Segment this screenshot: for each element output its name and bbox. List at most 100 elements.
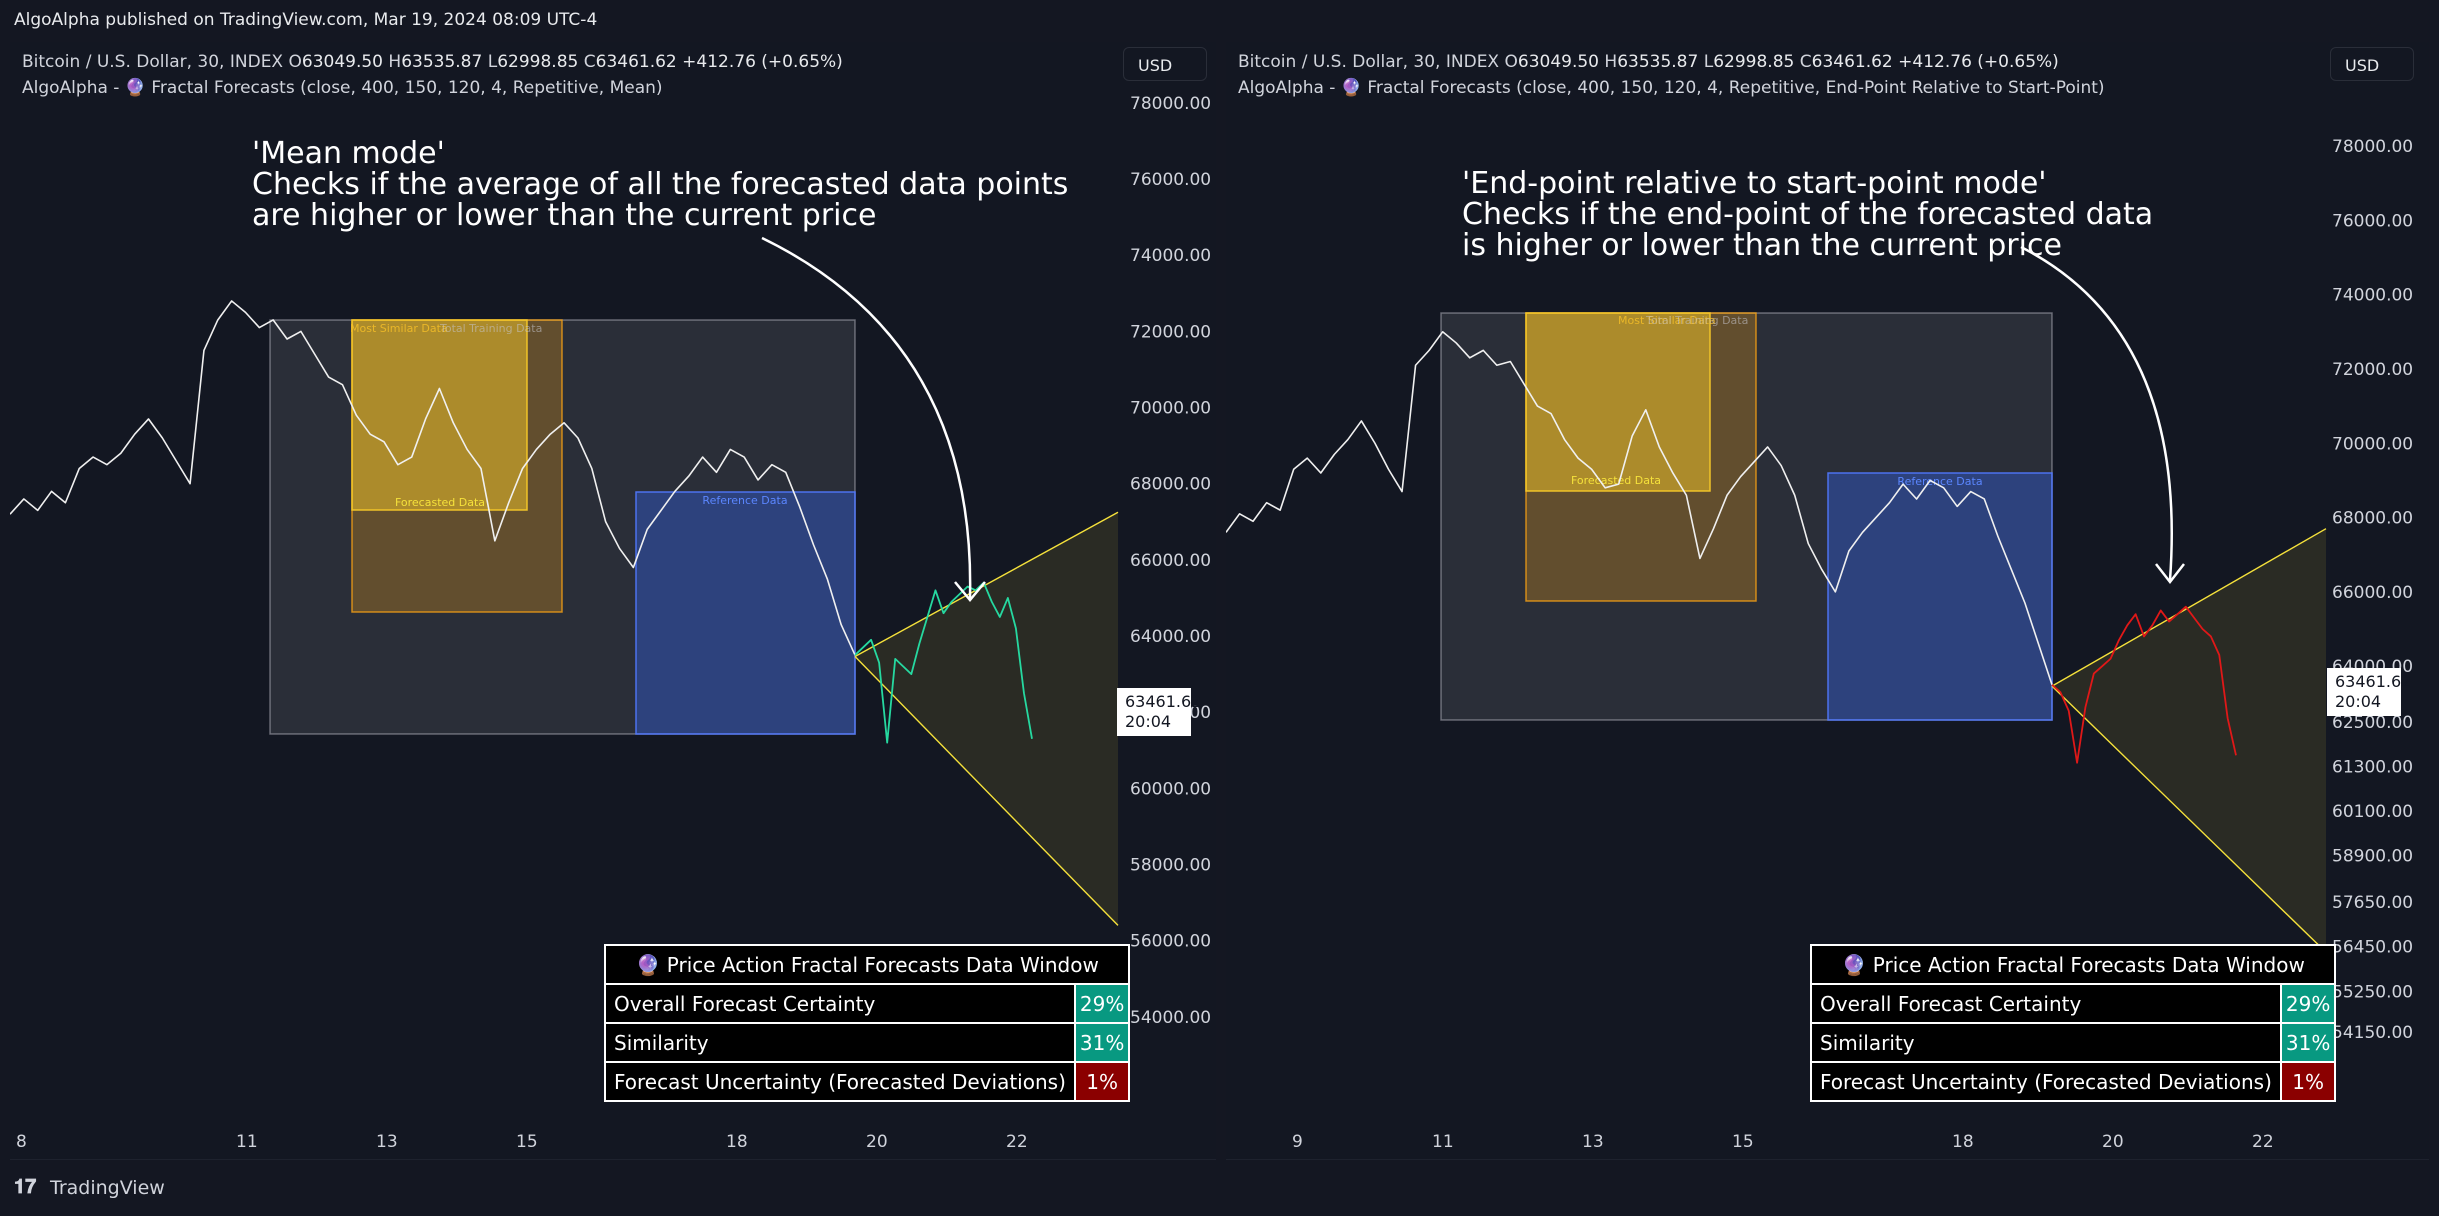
table-row: Forecast Uncertainty (Forecasted Deviati… <box>604 1061 1131 1102</box>
chart-panel-left[interactable]: Most Similar Data Total Training Data Fore… <box>10 42 1216 1160</box>
annotation-arrow <box>2020 245 2174 581</box>
symbol-name: Bitcoin / U.S. Dollar, 30, INDEX <box>1238 52 1500 72</box>
table-row: Overall Forecast Certainty 29% <box>1810 983 2337 1024</box>
annotation-line: 'Mean mode' <box>252 136 445 171</box>
close-label: C <box>583 52 596 72</box>
last-price-label: 63461.62 20:04 <box>2327 668 2411 716</box>
indicator-legend[interactable]: AlgoAlpha - 🔮 Fractal Forecasts (close, … <box>22 78 663 98</box>
open-value: 63049.50 <box>301 52 383 72</box>
row-value: 1% <box>1073 1061 1131 1102</box>
last-price: 63461.62 <box>1125 692 1202 711</box>
y-tick-label: 58000.00 <box>1130 855 1211 875</box>
y-tick-label: 61300.00 <box>2332 757 2413 777</box>
forecast-line <box>854 581 1033 744</box>
data-window-title: 🔮 Price Action Fractal Forecasts Data Wi… <box>1809 944 2337 985</box>
x-tick-label: 18 <box>726 1132 748 1152</box>
x-tick-label: 22 <box>2252 1132 2274 1152</box>
table-row: Similarity 31% <box>1810 1022 2337 1063</box>
price-history-line <box>10 300 856 656</box>
annotation-line: is higher or lower than the current pric… <box>1462 228 2062 263</box>
footer-bar: 𝟏𝟕 TradingView <box>0 1160 2439 1216</box>
bar-countdown: 20:04 <box>1125 712 1172 731</box>
close-label: C <box>1799 52 1812 72</box>
chart-panel-right[interactable]: Most Similar Data Total Training Data Fore… <box>1226 42 2429 1160</box>
cone-upper-line <box>2051 528 2327 687</box>
high-value: 63535.87 <box>401 52 483 72</box>
forecasted-data-label: Forecasted Data <box>1571 474 1661 487</box>
y-tick-label: 57650.00 <box>2332 893 2413 913</box>
cone-upper-line <box>854 511 1119 658</box>
y-tick-label: 58900.00 <box>2332 847 2413 867</box>
reference-data-box <box>635 491 856 735</box>
y-tick-label: 76000.00 <box>1130 170 1211 190</box>
annotation-line: 'End-point relative to start-point mode' <box>1462 166 2047 201</box>
high-value: 63535.87 <box>1617 52 1699 72</box>
tradingview-logo-icon[interactable]: 𝟏𝟕 <box>14 1174 37 1198</box>
row-label: Forecast Uncertainty (Forecasted Deviati… <box>604 1061 1076 1102</box>
annotation-line: Checks if the average of all the forecas… <box>252 167 1069 202</box>
x-tick-label: 15 <box>516 1132 538 1152</box>
change-value: +412.76 (+0.65%) <box>682 52 843 72</box>
annotation-line: are higher or lower than the current pri… <box>252 198 877 233</box>
x-tick-label: 8 <box>16 1132 27 1152</box>
x-tick-label: 20 <box>866 1132 888 1152</box>
low-value: 62998.85 <box>497 52 579 72</box>
row-value: 29% <box>2279 983 2337 1024</box>
brand-name[interactable]: TradingView <box>50 1177 165 1199</box>
row-label: Overall Forecast Certainty <box>1810 983 2282 1024</box>
x-tick-label: 13 <box>1582 1132 1604 1152</box>
row-label: Similarity <box>1810 1022 2282 1063</box>
y-tick-label: 74000.00 <box>2332 286 2413 306</box>
last-price-label: 63461.62 20:04 <box>1117 688 1202 736</box>
indicator-legend[interactable]: AlgoAlpha - 🔮 Fractal Forecasts (close, … <box>1238 78 2105 98</box>
y-tick-label: 70000.00 <box>2332 434 2413 454</box>
most-similar-data-box <box>1525 312 1711 492</box>
currency-button[interactable]: USD <box>1123 47 1207 81</box>
high-label: H <box>388 52 402 72</box>
annotation-line: Checks if the end-point of the forecaste… <box>1462 197 2154 232</box>
forecast-cone-area <box>855 512 1118 926</box>
most-similar-data-label: Most Similar Data <box>1618 314 1716 327</box>
y-tick-label: 56450.00 <box>2332 938 2413 958</box>
y-tick-label: 68000.00 <box>1130 475 1211 495</box>
row-value: 31% <box>1073 1022 1131 1063</box>
y-tick-label: 60100.00 <box>2332 802 2413 822</box>
annotation-arrow <box>761 236 972 599</box>
y-tick-label: 72000.00 <box>2332 360 2413 380</box>
y-tick-label: 66000.00 <box>2332 583 2413 603</box>
currency-button[interactable]: USD <box>2330 47 2414 81</box>
table-row: Similarity 31% <box>604 1022 1131 1063</box>
total-training-data-label: Total Training Data <box>439 322 542 335</box>
x-tick-label: 18 <box>1952 1132 1974 1152</box>
row-label: Similarity <box>604 1022 1076 1063</box>
y-tick-label: 60000.00 <box>1130 779 1211 799</box>
x-tick-label: 22 <box>1006 1132 1028 1152</box>
low-value: 62998.85 <box>1713 52 1795 72</box>
row-label: Forecast Uncertainty (Forecasted Deviati… <box>1810 1061 2282 1102</box>
forecast-cone-area <box>2052 528 2326 953</box>
data-window-table: 🔮 Price Action Fractal Forecasts Data Wi… <box>603 944 1131 1102</box>
y-tick-label: 78000.00 <box>1130 94 1211 114</box>
y-tick-label: 70000.00 <box>1130 399 1211 419</box>
annotation-arrowhead <box>954 581 986 602</box>
annotation-text: 'Mean mode' Checks if the average of all… <box>252 138 1068 231</box>
close-value: 63461.62 <box>595 52 677 72</box>
y-tick-label: 56000.00 <box>1130 932 1211 952</box>
most-similar-data-box <box>351 319 528 511</box>
bar-countdown: 20:04 <box>2335 692 2382 711</box>
data-window-title: 🔮 Price Action Fractal Forecasts Data Wi… <box>603 944 1131 985</box>
table-row: Overall Forecast Certainty 29% <box>604 983 1131 1024</box>
row-value: 29% <box>1073 983 1131 1024</box>
annotation-text: 'End-point relative to start-point mode'… <box>1462 168 2153 261</box>
low-label: L <box>1703 52 1714 72</box>
row-label: Overall Forecast Certainty <box>604 983 1076 1024</box>
x-tick-label: 15 <box>1732 1132 1754 1152</box>
low-label: L <box>487 52 498 72</box>
forecast-line <box>2051 605 2237 764</box>
reference-data-label: Reference Data <box>1897 475 1982 488</box>
annotation-arrowhead <box>2155 563 2185 585</box>
data-window-table: 🔮 Price Action Fractal Forecasts Data Wi… <box>1809 944 2337 1102</box>
open-label: O <box>1504 52 1518 72</box>
y-tick-label: 66000.00 <box>1130 551 1211 571</box>
